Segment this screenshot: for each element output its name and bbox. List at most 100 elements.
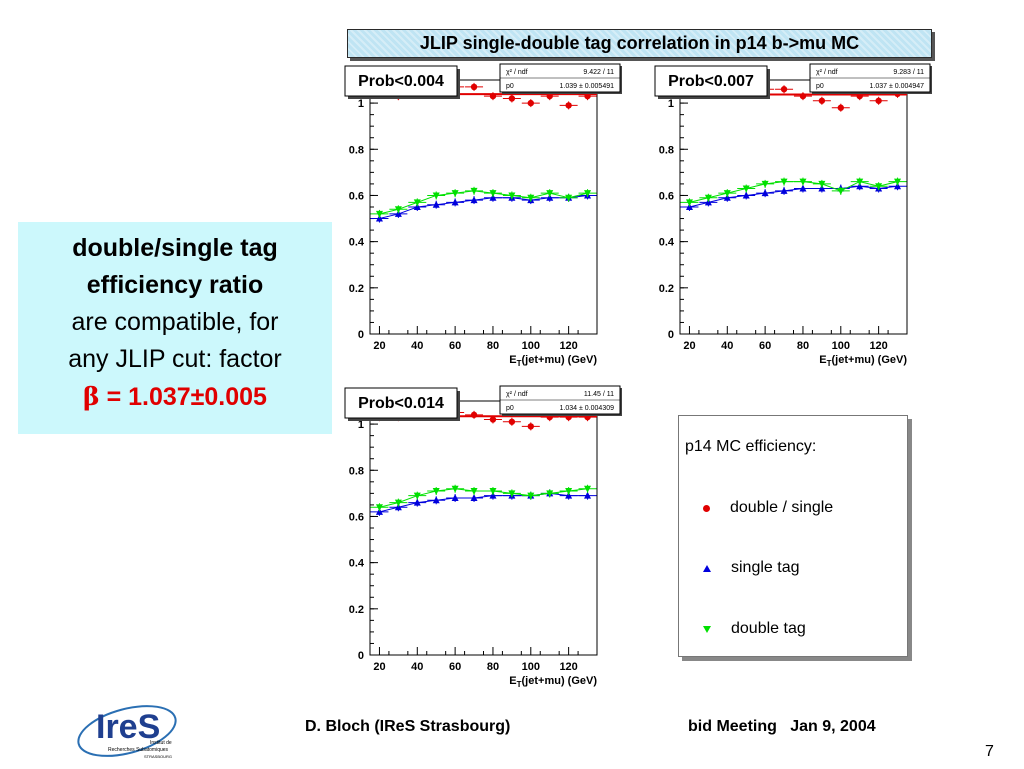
x-axis-label: ET(jet+mu) (GeV) — [509, 675, 597, 689]
stat-chi2-label: χ² / ndf — [506, 391, 528, 398]
data-point-single — [489, 193, 497, 201]
ires-logo: IreS Institut de Recherches Subatomiques… — [72, 698, 192, 764]
ires-logo-graphic: IreS — [77, 705, 177, 757]
x-axis-label: ET(jet+mu) (GeV) — [819, 354, 907, 368]
data-point-ratio — [489, 416, 497, 423]
data-point-ratio — [527, 423, 534, 430]
conclusion-line-3: are compatible, for — [71, 308, 279, 336]
x-tick-label: 20 — [373, 661, 385, 673]
chart-title: Prob<0.004 — [358, 73, 444, 90]
data-point-double — [799, 178, 807, 186]
legend-item-single: single tag — [703, 559, 800, 577]
data-point-single — [856, 182, 864, 190]
data-point-ratio — [799, 92, 807, 100]
data-point-double — [508, 490, 516, 498]
data-point-ratio — [565, 102, 572, 109]
stat-chi2-label: χ² / ndf — [506, 69, 528, 76]
slide-title: JLIP single-double tag correlation in p1… — [347, 29, 932, 58]
data-point-single — [432, 200, 440, 208]
y-tick-label: 0.4 — [659, 237, 675, 249]
data-point-double — [742, 185, 750, 193]
data-point-single — [451, 493, 459, 501]
data-point-single — [685, 203, 693, 210]
data-point-single — [565, 491, 573, 499]
data-point-double — [375, 210, 383, 218]
data-point-double — [546, 190, 554, 198]
blue-triangle-up-icon — [703, 564, 711, 572]
data-point-ratio — [584, 92, 591, 100]
stat-chi2-label: χ² / ndf — [816, 69, 838, 76]
data-point-double — [527, 492, 535, 500]
data-point-double — [704, 194, 712, 202]
data-point-double — [451, 485, 459, 493]
data-point-ratio — [508, 418, 516, 425]
data-point-ratio — [527, 99, 534, 107]
data-point-double — [413, 492, 421, 500]
data-point-double — [856, 178, 864, 186]
y-tick-label: 0.8 — [659, 144, 674, 156]
data-point-single — [799, 184, 807, 192]
data-point-single — [375, 214, 383, 222]
x-tick-label: 100 — [522, 661, 540, 673]
data-point-double — [375, 504, 383, 512]
data-point-double — [818, 180, 826, 188]
data-point-double — [584, 190, 592, 198]
y-tick-label: 1 — [358, 419, 364, 431]
footer-author: D. Bloch (IReS Strasbourg) — [305, 718, 511, 735]
data-point-ratio — [546, 92, 553, 100]
data-point-single — [489, 491, 497, 499]
data-point-single — [470, 196, 478, 204]
data-point-double — [470, 488, 478, 496]
data-point-double — [451, 190, 459, 198]
series-curve — [379, 190, 588, 215]
y-tick-label: 0 — [358, 329, 364, 341]
data-point-ratio — [818, 97, 826, 104]
y-tick-label: 0.2 — [349, 283, 364, 295]
x-tick-label: 80 — [487, 661, 499, 673]
y-tick-label: 0.6 — [349, 511, 364, 523]
data-point-double — [413, 199, 421, 207]
ires-logo-wordmark: IreS — [96, 708, 160, 746]
x-tick-label: 60 — [449, 661, 461, 673]
conclusion-box: double/single tag efficiency ratio are c… — [18, 222, 332, 434]
data-point-single — [761, 189, 769, 197]
x-tick-label: 120 — [559, 661, 577, 673]
green-triangle-down-icon — [703, 625, 711, 633]
y-tick-label: 1 — [358, 98, 364, 110]
stat-chi2-value: 9.422 / 11 — [583, 69, 614, 76]
data-point-ratio — [508, 95, 516, 102]
data-point-double — [723, 190, 731, 198]
data-point-double — [394, 206, 402, 214]
y-tick-label: 0 — [668, 329, 674, 341]
stat-chi2-value: 9.283 / 11 — [893, 69, 924, 76]
stat-p0-label: p0 — [506, 405, 514, 412]
data-point-double — [527, 194, 535, 202]
data-point-single — [413, 498, 421, 506]
y-tick-label: 0.2 — [659, 283, 674, 295]
data-point-double — [508, 192, 516, 200]
data-point-ratio — [856, 92, 863, 100]
title-box — [344, 65, 458, 97]
logo-line-1: Institut de — [150, 740, 172, 746]
data-point-ratio — [470, 83, 478, 91]
y-tick-label: 0 — [358, 650, 364, 662]
x-tick-label: 40 — [721, 340, 733, 352]
logo-line-2: Recherches Subatomiques — [108, 747, 169, 753]
data-point-single — [704, 198, 712, 206]
conclusion-line-2: efficiency ratio — [86, 271, 264, 299]
stat-p0-value: 1.039 ± 0.005491 — [560, 83, 615, 90]
conclusion-factor: β = 1.037±0.005 — [18, 378, 332, 416]
x-tick-label: 120 — [869, 340, 887, 352]
y-tick-label: 0.2 — [349, 604, 364, 616]
data-point-double — [565, 194, 573, 202]
data-point-double — [432, 488, 440, 496]
y-tick-label: 0.6 — [659, 190, 674, 202]
data-point-ratio — [875, 97, 882, 104]
y-tick-label: 0.4 — [349, 237, 365, 249]
data-point-single — [894, 182, 902, 190]
data-point-double — [837, 187, 845, 195]
data-point-double — [761, 180, 769, 188]
data-point-single — [394, 209, 402, 217]
chart-title: Prob<0.014 — [358, 395, 444, 412]
